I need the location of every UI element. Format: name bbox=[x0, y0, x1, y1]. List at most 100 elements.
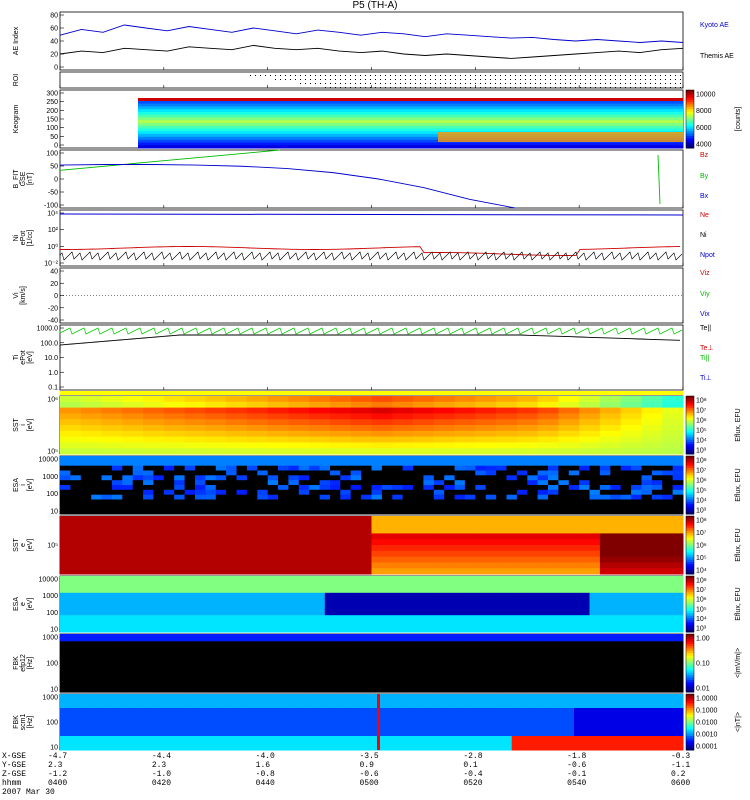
spectro-cell-esa_i bbox=[579, 480, 590, 485]
spectro-cell-esa_i bbox=[662, 504, 673, 509]
spectro-cell-esa_e bbox=[527, 593, 543, 599]
spectro-cell-esa_i bbox=[330, 509, 341, 514]
spectro-cell-sst_i bbox=[642, 437, 663, 443]
roi-dot bbox=[495, 87, 496, 88]
spectro-cell-esa_i bbox=[465, 461, 476, 466]
spectro-cell-sst_i bbox=[330, 408, 351, 414]
spectro-cell-sst_i bbox=[538, 425, 559, 431]
spectro-cell-sst_i bbox=[143, 431, 164, 437]
spectro-cell-esa_i bbox=[662, 471, 673, 476]
roi-dot bbox=[380, 75, 381, 76]
spectro-cell-sst_i bbox=[372, 425, 393, 431]
spectro-cell-sst_e bbox=[81, 528, 102, 534]
ytick-label-velocity: 0 bbox=[54, 293, 58, 300]
ytick-label-ae: 20 bbox=[50, 52, 58, 59]
spectro-cell-fbk_b bbox=[278, 708, 294, 716]
spectro-cell-esa_i bbox=[164, 490, 175, 495]
ytick-label-ae: 80 bbox=[50, 13, 58, 20]
spectro-cell-sst_e bbox=[642, 562, 663, 568]
spectro-cell-esa_e bbox=[387, 582, 403, 588]
spectro-cell-sst_e bbox=[60, 562, 81, 568]
roi-dot bbox=[675, 75, 676, 76]
spectro-cell-esa_i bbox=[268, 471, 279, 476]
roi-dot bbox=[365, 79, 366, 80]
spectro-cell-fbk_e bbox=[434, 649, 466, 657]
roi-dot bbox=[460, 75, 461, 76]
spectro-cell-esa_i bbox=[268, 504, 279, 509]
spectro-cell-esa_e bbox=[325, 593, 341, 599]
spectro-cell-fbk_b bbox=[558, 729, 574, 737]
roi-dot bbox=[665, 87, 666, 88]
spectro-cell-esa_e bbox=[278, 610, 294, 616]
spectro-cell-fbk_e bbox=[652, 634, 684, 642]
spectro-cell-sst_e bbox=[102, 568, 123, 574]
spectro-cell-esa_i bbox=[382, 475, 393, 480]
spectro-cell-fbk_b bbox=[465, 715, 481, 723]
spectro-cell-sst_e bbox=[247, 516, 268, 522]
spectro-cell-esa_i bbox=[133, 490, 144, 495]
spectro-cell-esa_i bbox=[351, 461, 362, 466]
colorbar-tick-sst_i: 10⁴ bbox=[696, 438, 707, 445]
spectro-cell-esa_i bbox=[361, 490, 372, 495]
roi-dot bbox=[480, 83, 481, 84]
roi-dot bbox=[375, 75, 376, 76]
spectro-cell-fbk_e bbox=[496, 656, 528, 664]
roi-dot bbox=[390, 79, 391, 80]
spectro-cell-fbk_b bbox=[278, 715, 294, 723]
spectro-cell-esa_i bbox=[174, 475, 185, 480]
spectro-cell-fbk_b bbox=[434, 722, 450, 730]
spectro-cell-esa_i bbox=[361, 509, 372, 514]
roi-dot bbox=[335, 79, 336, 80]
spectro-cell-esa_i bbox=[288, 485, 299, 490]
spectro-cell-esa_i bbox=[590, 466, 601, 471]
spectro-cell-sst_e bbox=[496, 568, 517, 574]
spectro-cell-sst_e bbox=[621, 551, 642, 557]
spectro-cell-fbk_e bbox=[558, 649, 590, 657]
spectro-cell-esa_e bbox=[340, 604, 356, 610]
spectro-cell-esa_i bbox=[112, 475, 123, 480]
spectro-cell-esa_e bbox=[372, 582, 388, 588]
spectro-cell-esa_e bbox=[247, 576, 263, 582]
spectro-cell-sst_i bbox=[517, 408, 538, 414]
spectro-cell-esa_i bbox=[351, 509, 362, 514]
spectro-cell-esa_e bbox=[558, 615, 574, 621]
spectro-cell-esa_i bbox=[507, 480, 518, 485]
spectro-cell-esa_e bbox=[309, 621, 325, 627]
spectro-cell-esa_e bbox=[153, 610, 169, 616]
spectro-cell-esa_i bbox=[299, 504, 310, 509]
roi-dot bbox=[540, 87, 541, 88]
spectro-cell-sst_e bbox=[60, 568, 81, 574]
legend-vix: Vix bbox=[700, 311, 710, 318]
spectro-cell-sst_e bbox=[538, 568, 559, 574]
spectro-cell-sst_e bbox=[351, 528, 372, 534]
spectro-cell-esa_e bbox=[263, 621, 279, 627]
spectro-cell-esa_i bbox=[91, 485, 102, 490]
spectro-cell-sst_e bbox=[205, 562, 226, 568]
spectro-cell-sst_e bbox=[268, 533, 289, 539]
spectro-cell-fbk_e bbox=[153, 663, 185, 671]
spectro-cell-sst_e bbox=[247, 545, 268, 551]
spectro-cell-esa_i bbox=[91, 509, 102, 514]
spectro-cell-esa_e bbox=[527, 615, 543, 621]
spectro-cell-fbk_b bbox=[574, 743, 590, 751]
spectro-cell-fbk_b bbox=[356, 694, 372, 702]
spectro-cell-esa_i bbox=[268, 461, 279, 466]
line-te-par bbox=[60, 335, 680, 353]
spectro-cell-esa_e bbox=[294, 610, 310, 616]
spectro-cell-esa_i bbox=[320, 495, 331, 500]
spectro-cell-fbk_b bbox=[185, 736, 201, 744]
spectro-cell-sst_e bbox=[143, 528, 164, 534]
spectro-cell-esa_i bbox=[579, 485, 590, 490]
spectro-cell-fbk_e bbox=[372, 670, 404, 678]
spectro-cell-esa_e bbox=[247, 582, 263, 588]
spectro-cell-esa_i bbox=[340, 500, 351, 505]
spectro-cell-esa_e bbox=[496, 576, 512, 582]
spectro-cell-esa_e bbox=[434, 621, 450, 627]
spectro-cell-sst_e bbox=[351, 557, 372, 563]
roi-dot bbox=[530, 83, 531, 84]
spectro-cell-fbk_b bbox=[512, 715, 528, 723]
spectro-cell-esa_i bbox=[548, 490, 559, 495]
spectro-cell-esa_i bbox=[527, 471, 538, 476]
spectro-cell-sst_i bbox=[600, 448, 621, 454]
roi-dot bbox=[650, 83, 651, 84]
